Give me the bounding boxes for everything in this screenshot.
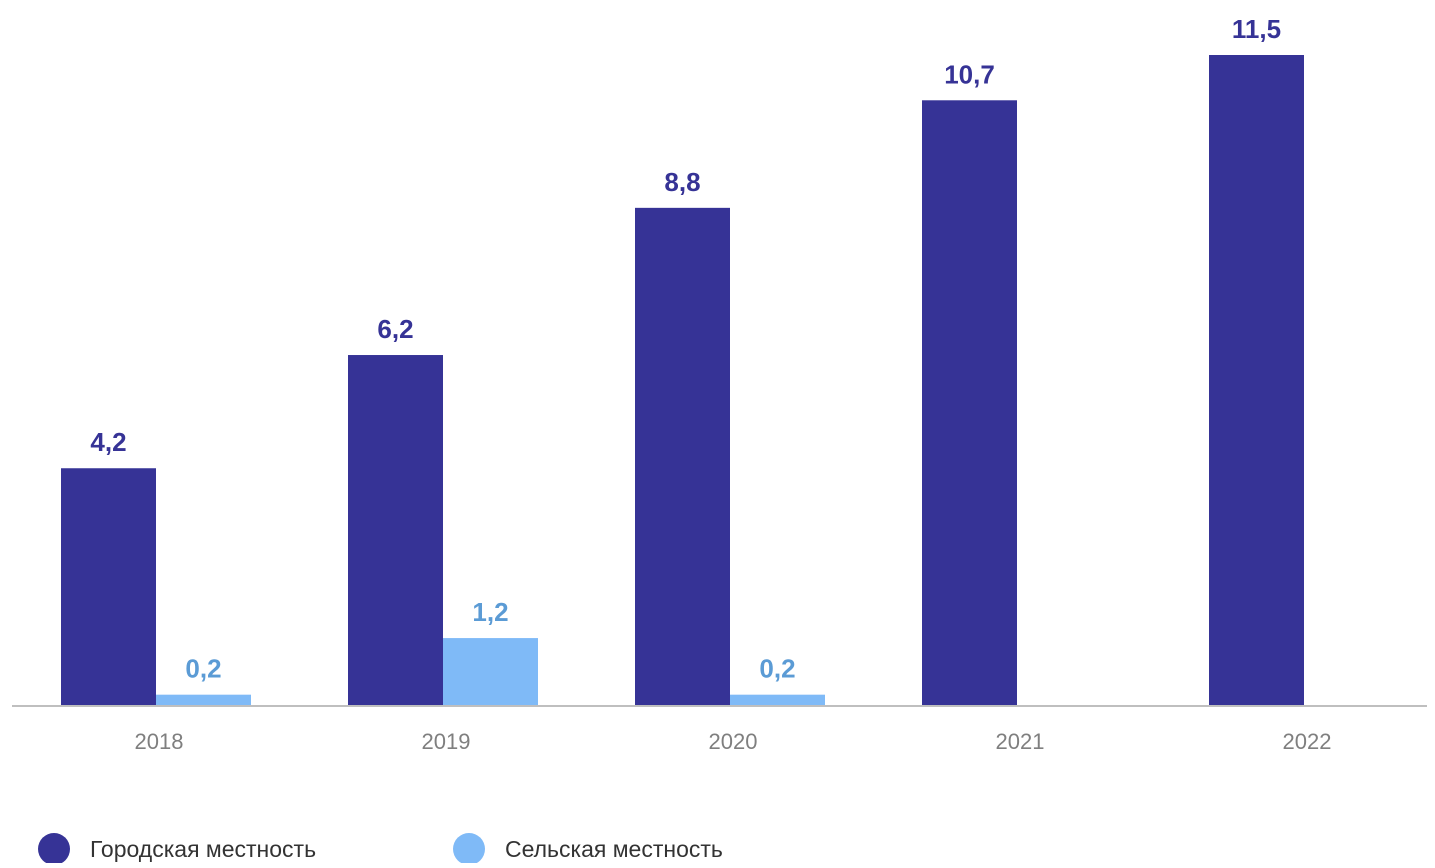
tick-label-2018: 2018 bbox=[135, 729, 184, 754]
legend: Городская местность Сельская местность bbox=[38, 833, 723, 865]
data-label-rural-2019: 1,2 bbox=[472, 597, 508, 627]
legend-swatch-urban bbox=[38, 833, 70, 865]
bar-urban-2018 bbox=[61, 468, 156, 706]
data-label-rural-2018: 0,2 bbox=[185, 654, 221, 684]
bar-urban-2020 bbox=[635, 207, 730, 706]
tick-label-2020: 2020 bbox=[709, 729, 758, 754]
data-label-urban-2019: 6,2 bbox=[377, 314, 413, 344]
legend-label-urban: Городская местность bbox=[90, 836, 316, 862]
tick-label-2019: 2019 bbox=[422, 729, 471, 754]
data-label-rural-2020: 0,2 bbox=[759, 654, 795, 684]
x-axis-tick-labels: 2018 2019 2020 2021 2022 bbox=[135, 729, 1332, 754]
bar-rural-2019 bbox=[443, 638, 538, 706]
data-label-urban-2020: 8,8 bbox=[664, 167, 700, 197]
data-label-urban-2018: 4,2 bbox=[90, 427, 126, 457]
legend-swatch-rural bbox=[453, 833, 485, 865]
legend-label-rural: Сельская местность bbox=[505, 836, 723, 862]
tick-label-2021: 2021 bbox=[996, 729, 1045, 754]
data-label-urban-2022: 11,5 bbox=[1232, 14, 1281, 44]
bars bbox=[61, 55, 1304, 706]
bar-rural-2020 bbox=[730, 694, 825, 706]
data-label-urban-2021: 10,7 bbox=[944, 59, 995, 89]
bar-urban-2019 bbox=[348, 355, 443, 706]
bar-urban-2022 bbox=[1209, 55, 1304, 706]
bar-urban-2021 bbox=[922, 100, 1017, 706]
tick-label-2022: 2022 bbox=[1283, 729, 1332, 754]
bar-rural-2018 bbox=[156, 694, 251, 706]
data-labels: 4,2 0,2 6,2 1,2 8,8 0,2 10,7 11,5 bbox=[90, 14, 1281, 684]
legend-item-urban: Городская местность bbox=[38, 833, 316, 865]
legend-item-rural: Сельская местность bbox=[453, 833, 723, 865]
